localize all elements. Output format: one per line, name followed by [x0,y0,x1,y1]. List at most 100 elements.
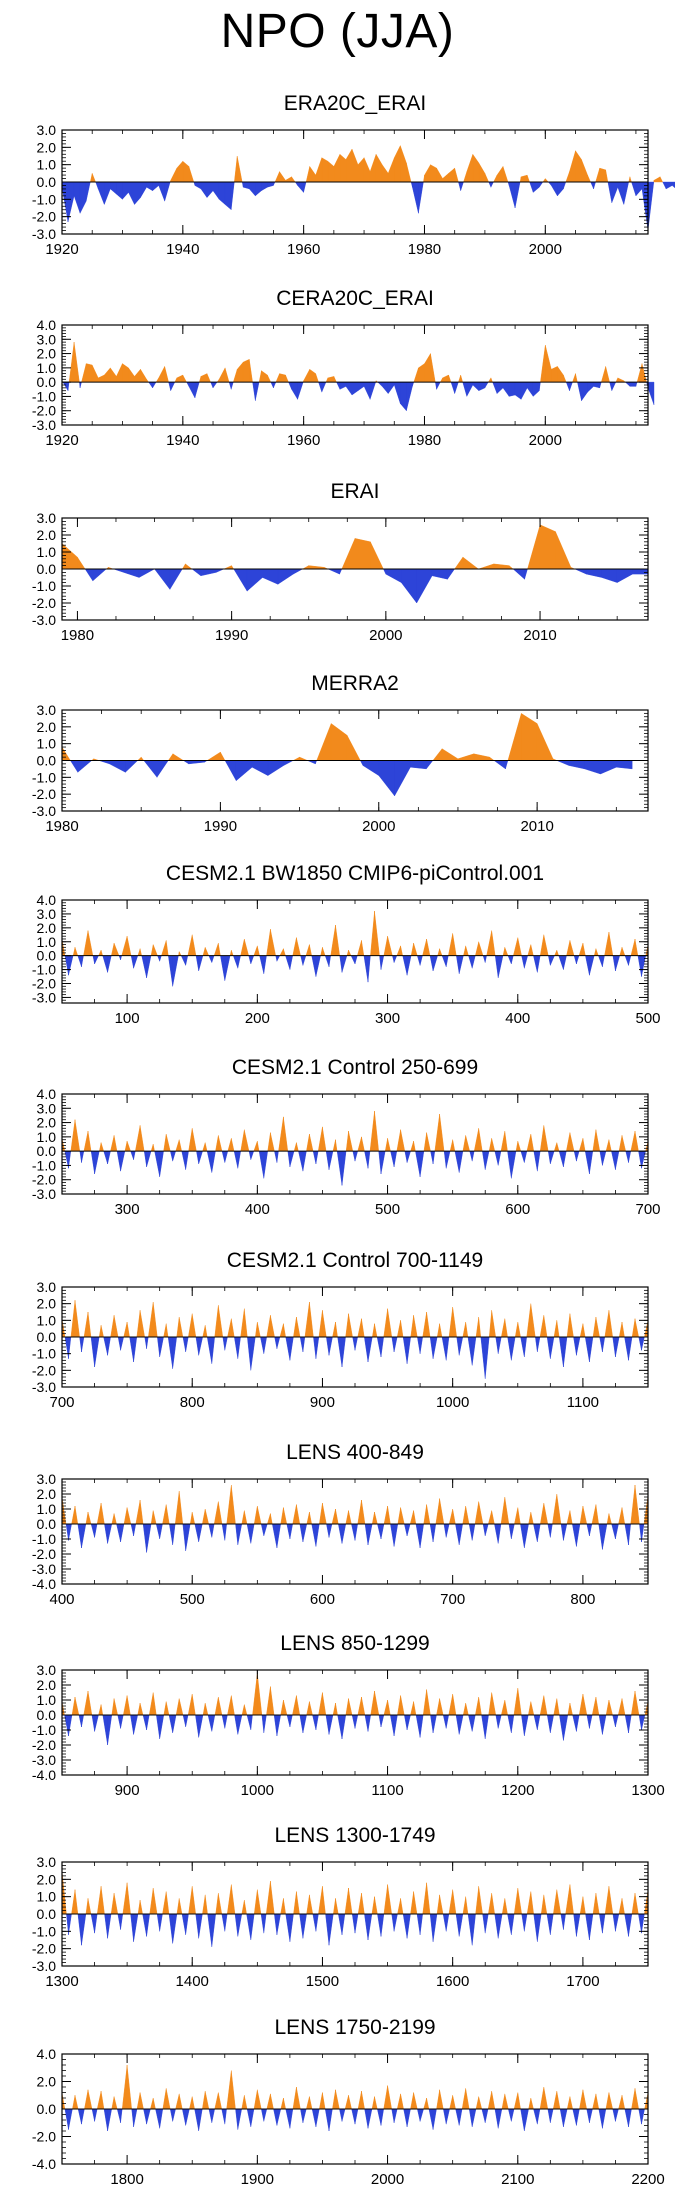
x-tick-label: 500 [375,1201,400,1218]
x-tick-label: 1920 [45,241,78,258]
y-tick-label: 1.0 [37,360,57,376]
y-tick-label: -1.0 [32,1923,56,1939]
y-tick-label: -3.0 [32,803,56,819]
positive-area [61,1300,649,1338]
x-tick-label: 2000 [371,2171,404,2188]
y-tick-label: 3.0 [37,1471,57,1487]
y-tick-label: -1.0 [32,578,56,594]
x-tick-label: 1980 [408,241,441,258]
y-tick-label: 0.0 [37,1707,57,1723]
negative-area [64,2108,645,2132]
panel-title: LENS 400-849 [286,1441,424,1464]
y-tick-label: 1.0 [37,736,57,752]
x-tick-label: 2000 [529,241,562,258]
y-tick-label: -2.0 [32,1172,56,1188]
positive-area [61,1484,649,1525]
y-tick-label: 0.0 [37,1143,57,1159]
x-tick-label: 1300 [631,1782,664,1799]
x-tick-label: 1000 [436,1394,469,1411]
x-tick-label: 1980 [45,818,78,835]
x-tick-label: 1100 [371,1782,403,1799]
panel-title: ERAI [330,480,379,503]
y-tick-label: -1.0 [32,191,56,207]
panel-3: ERAI 3.02.01.00.0-1.0-2.0-3.0 1980 1990 2000… [32,480,649,644]
negative-area [64,1336,645,1379]
y-tick-label: -1.0 [32,388,56,404]
y-tick-label: -3.0 [32,1379,56,1395]
y-tick-label: -1.0 [32,1157,56,1173]
x-tick-label: 900 [115,1782,140,1799]
x-tick-label: 1980 [408,432,441,449]
x-tick-label: 400 [49,1591,74,1608]
y-tick-label: 1.0 [37,1889,57,1905]
y-tick-label: -4.0 [32,2156,56,2172]
positive-area [61,1870,649,1915]
positive-area [61,1111,649,1152]
x-tick-label: 200 [245,1010,270,1027]
y-tick-label: 2.0 [37,719,57,735]
x-tick-label: 1990 [215,627,248,644]
y-tick-label: 1.0 [37,1312,57,1328]
y-tick-label: 1.0 [37,157,57,173]
x-tick-label: 800 [570,1591,595,1608]
negative-area [64,1150,646,1186]
y-tick-label: 2.0 [37,1677,57,1693]
x-tick-label: 1900 [241,2171,274,2188]
positive-area [61,2064,649,2110]
negative-area [70,760,633,797]
y-tick-label: -3.0 [32,1186,56,1202]
negative-area [66,1913,645,1947]
x-tick-label: 1400 [176,1973,209,1990]
y-tick-label: -3.0 [32,1752,56,1768]
y-tick-label: 4.0 [37,1086,57,1102]
panel-6: CESM2.1 Control 250-699 4.03.02.01.00.0-1… [32,1056,661,1218]
y-tick-label: 4.0 [37,317,57,333]
y-tick-label: -3.0 [32,1561,56,1577]
y-tick-label: -4.0 [32,1767,56,1783]
y-tick-label: 3.0 [37,122,57,138]
panel-9: LENS 850-1299 3.02.01.00.0-1.0-2.0-3.0-4.… [32,1632,665,1799]
y-tick-label: -2.0 [32,1941,56,1957]
x-tick-label: 700 [440,1591,465,1608]
negative-area [64,955,646,987]
y-tick-label: -2.0 [32,1546,56,1562]
x-tick-label: 1700 [566,1973,599,1990]
positive-area [61,342,647,383]
y-tick-label: 3.0 [37,510,57,526]
x-tick-label: 2010 [520,818,553,835]
y-tick-label: 0.0 [37,1329,57,1345]
y-tick-label: 1.0 [37,1129,57,1145]
x-tick-label: 1300 [45,1973,78,1990]
positive-area [61,524,575,570]
y-tick-label: 3.0 [37,1100,57,1116]
y-tick-label: -2.0 [32,2129,56,2145]
x-tick-label: 2000 [362,818,395,835]
panel-title: CESM2.1 Control 700-1149 [227,1249,483,1272]
x-tick-label: 1100 [567,1394,599,1411]
x-tick-label: 400 [245,1201,270,1218]
x-tick-label: 900 [310,1394,335,1411]
positive-area [61,911,649,956]
figure-title: NPO (JJA) [220,5,455,58]
y-tick-label: 3.0 [37,331,57,347]
y-tick-label: 2.0 [37,346,57,362]
y-tick-label: -3.0 [32,1958,56,1974]
y-tick-label: 1.0 [37,934,57,950]
y-tick-label: 0.0 [37,1516,57,1532]
y-tick-label: -3.0 [32,417,56,433]
x-tick-label: 400 [505,1010,530,1027]
y-tick-label: -1.0 [32,962,56,978]
panel-title: CERA20C_ERAI [276,287,434,310]
y-tick-label: 0.0 [37,174,57,190]
x-tick-label: 1000 [241,1782,274,1799]
y-tick-label: 0.0 [37,374,57,390]
panel-title: LENS 850-1299 [280,1632,429,1655]
y-tick-label: -2.0 [32,786,56,802]
y-tick-label: 1.0 [37,1501,57,1517]
plot-frame [61,1093,649,1195]
positive-area [61,1672,649,1716]
y-tick-label: -1.0 [32,769,56,785]
x-tick-label: 700 [49,1394,74,1411]
y-tick-label: -3.0 [32,226,56,242]
y-tick-label: 3.0 [37,702,57,718]
